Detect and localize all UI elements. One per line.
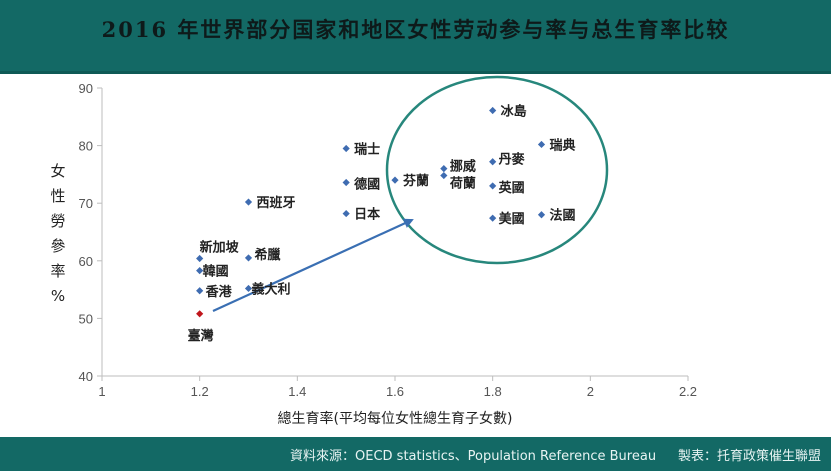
point-label: 法國 <box>550 208 576 224</box>
y-tick-label: 50 <box>79 311 93 326</box>
data-point <box>244 198 253 206</box>
point-label: 丹麥 <box>499 152 526 168</box>
data-point <box>196 310 204 318</box>
data-point <box>440 171 448 180</box>
data-point <box>342 209 350 218</box>
point-label: 西班牙 <box>257 195 296 211</box>
point-label: 日本 <box>354 207 380 223</box>
point-label: 美國 <box>499 211 525 227</box>
x-axis-label: 總生育率(平均每位女性總生育子女數) <box>278 410 513 427</box>
data-point <box>489 182 497 190</box>
highlight-ellipse <box>385 75 609 265</box>
data-point <box>489 214 497 222</box>
x-tick-label: 1.6 <box>386 384 404 399</box>
x-tick-label: 1 <box>98 384 105 399</box>
source-text: 資料來源：OECD statistics、Population Referenc… <box>290 449 657 464</box>
point-label: 香港 <box>205 284 233 300</box>
y-tick-label: 40 <box>79 369 93 384</box>
point-label: 挪威 <box>450 159 476 175</box>
footer-bar: 資料來源：OECD statistics、Population Referenc… <box>0 437 831 471</box>
point-label: 冰島 <box>501 103 527 119</box>
data-point <box>489 158 497 166</box>
y-tick-label: 70 <box>79 196 93 211</box>
point-label: 英國 <box>498 180 525 196</box>
data-point <box>537 140 546 149</box>
data-point <box>244 254 253 262</box>
y-tick-label: 80 <box>79 139 93 154</box>
trend-arrow <box>212 218 414 313</box>
y-axis-label-char: 女 <box>50 162 65 180</box>
data-point <box>537 211 546 219</box>
x-tick-label: 2.2 <box>679 384 697 399</box>
point-label: 瑞士 <box>354 141 380 157</box>
y-axis-label-char: 參 <box>50 237 65 255</box>
point-label: 荷蘭 <box>449 176 476 192</box>
x-tick-label: 1.2 <box>191 384 209 399</box>
point-label: 義大利 <box>252 281 291 297</box>
y-axis-label-char: % <box>51 287 65 305</box>
chart-title: 2016 年世界部分国家和地区女性劳动参与率与总生育率比较 <box>101 17 730 42</box>
point-label: 瑞典 <box>550 137 576 153</box>
x-tick-label: 1.8 <box>484 384 502 399</box>
data-point <box>489 106 497 115</box>
credit-text: 製表：托育政策催生聯盟 <box>677 449 821 464</box>
header-banner: 2016 年世界部分国家和地区女性劳动参与率与总生育率比较 <box>0 0 831 74</box>
data-point <box>196 287 204 295</box>
point-label: 韓國 <box>203 264 229 280</box>
y-axis-label-char: 勞 <box>50 212 65 230</box>
data-point <box>342 178 350 187</box>
axes: 40 50 60 70 80 90 1 1.2 1.4 1.6 1.8 2 2.2 <box>79 81 698 399</box>
data-point <box>440 165 448 173</box>
data-point <box>196 254 204 263</box>
highlight-ellipse-layer <box>212 75 609 313</box>
point-label: 德國 <box>354 176 380 192</box>
data-point <box>196 266 204 275</box>
point-label: 新加坡 <box>200 239 240 255</box>
x-tick-label: 1.4 <box>288 384 306 399</box>
data-point <box>391 176 399 184</box>
y-axis-label-char: 率 <box>50 262 65 280</box>
point-label: 芬蘭 <box>402 173 429 189</box>
point-label: 臺灣 <box>188 328 214 344</box>
y-tick-label: 60 <box>79 254 93 269</box>
x-tick-label: 2 <box>587 384 594 399</box>
data-point <box>342 144 350 153</box>
data-point <box>244 284 253 293</box>
y-axis-label-char: 性 <box>50 187 65 205</box>
point-label: 希臘 <box>255 247 281 263</box>
y-tick-label: 90 <box>79 81 93 96</box>
